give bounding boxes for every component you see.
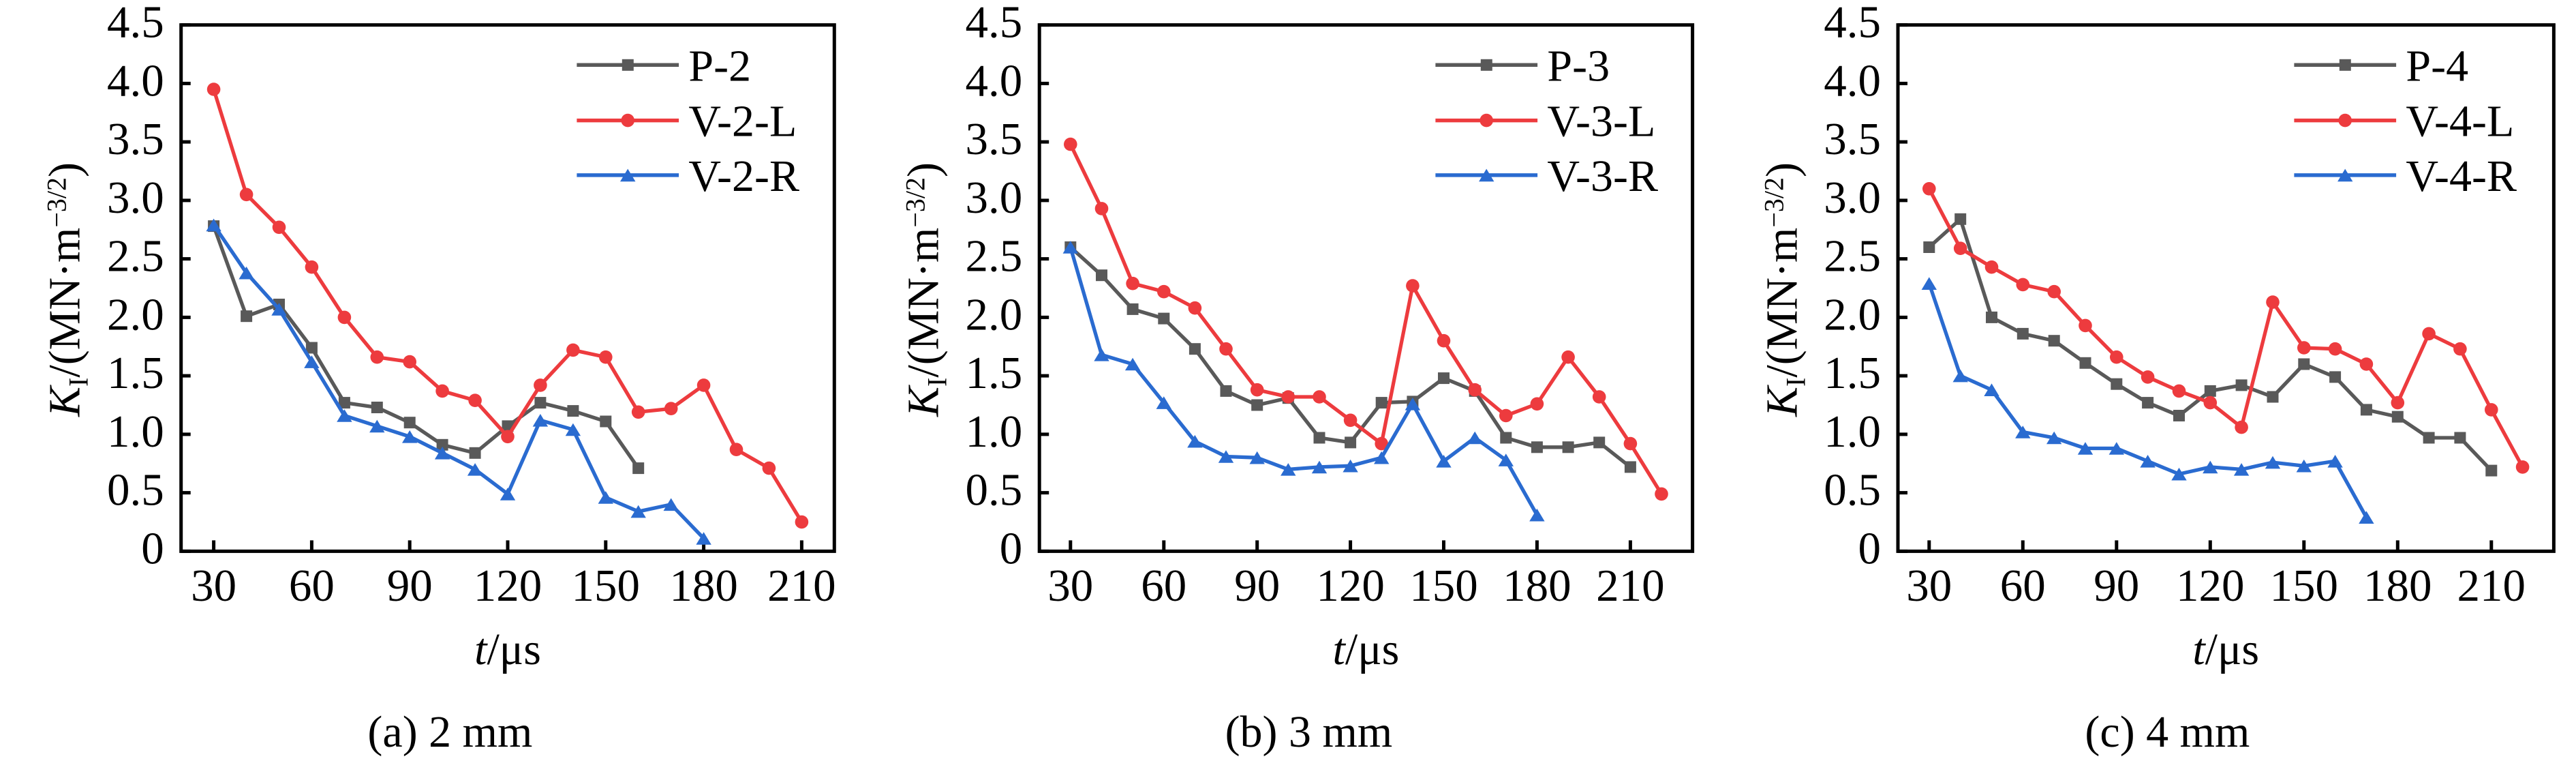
svg-text:0: 0 — [1000, 523, 1023, 573]
svg-text:180: 180 — [1503, 561, 1571, 611]
svg-text:4.0: 4.0 — [107, 55, 164, 106]
svg-text:150: 150 — [572, 561, 641, 611]
svg-text:0.5: 0.5 — [1824, 465, 1881, 516]
svg-text:2.5: 2.5 — [965, 231, 1022, 282]
svg-text:1.0: 1.0 — [965, 406, 1022, 457]
svg-text:120: 120 — [1316, 561, 1385, 611]
svg-text:4.5: 4.5 — [107, 0, 164, 48]
svg-text:0: 0 — [1858, 523, 1882, 573]
svg-text:P-4: P-4 — [2406, 41, 2468, 91]
svg-text:V-2-R: V-2-R — [688, 151, 799, 201]
svg-text:2.0: 2.0 — [965, 289, 1022, 340]
svg-text:(b) 3 mm: (b) 3 mm — [1225, 707, 1393, 757]
svg-text:90: 90 — [1234, 561, 1280, 611]
svg-text:t/μs: t/μs — [474, 625, 541, 674]
svg-text:V-4-L: V-4-L — [2406, 97, 2514, 147]
svg-text:3.5: 3.5 — [107, 114, 164, 164]
svg-text:0.5: 0.5 — [965, 465, 1022, 516]
svg-text:120: 120 — [2176, 561, 2245, 611]
svg-text:120: 120 — [474, 561, 542, 611]
svg-text:KI/(MN·m−3/2): KI/(MN·m−3/2) — [1758, 162, 1811, 417]
svg-text:V-4-R: V-4-R — [2406, 151, 2517, 201]
svg-text:P-2: P-2 — [688, 41, 751, 91]
svg-text:60: 60 — [289, 561, 335, 611]
svg-text:180: 180 — [2363, 561, 2432, 611]
svg-text:0: 0 — [141, 523, 164, 573]
svg-text:V-3-L: V-3-L — [1547, 97, 1655, 147]
svg-text:3.0: 3.0 — [1824, 173, 1881, 223]
svg-text:(a) 2 mm: (a) 2 mm — [367, 707, 532, 757]
svg-text:4.5: 4.5 — [965, 0, 1022, 48]
svg-text:150: 150 — [2270, 561, 2339, 611]
svg-text:90: 90 — [2094, 561, 2139, 611]
svg-text:90: 90 — [387, 561, 433, 611]
svg-text:4.0: 4.0 — [1824, 55, 1881, 106]
svg-text:1.5: 1.5 — [965, 348, 1022, 398]
svg-text:t/μs: t/μs — [2192, 625, 2259, 674]
svg-text:2.0: 2.0 — [107, 289, 164, 340]
svg-text:3.0: 3.0 — [107, 173, 164, 223]
svg-text:V-2-L: V-2-L — [688, 97, 797, 147]
svg-text:3.5: 3.5 — [1824, 114, 1881, 164]
svg-text:KI/(MN·m−3/2): KI/(MN·m−3/2) — [40, 162, 94, 417]
svg-text:30: 30 — [1047, 561, 1093, 611]
svg-text:60: 60 — [1141, 561, 1186, 611]
svg-text:V-3-R: V-3-R — [1547, 151, 1658, 201]
svg-text:2.5: 2.5 — [107, 231, 164, 282]
svg-text:1.0: 1.0 — [1824, 406, 1881, 457]
svg-text:KI/(MN·m−3/2): KI/(MN·m−3/2) — [899, 162, 953, 417]
svg-text:4.5: 4.5 — [1824, 0, 1881, 48]
svg-text:4.0: 4.0 — [965, 55, 1022, 106]
svg-text:180: 180 — [669, 561, 738, 611]
svg-text:60: 60 — [2000, 561, 2046, 611]
svg-text:30: 30 — [1906, 561, 1952, 611]
svg-text:(c) 4 mm: (c) 4 mm — [2085, 707, 2250, 757]
svg-text:210: 210 — [1596, 561, 1665, 611]
svg-text:1.5: 1.5 — [1824, 348, 1881, 398]
svg-text:0.5: 0.5 — [107, 465, 164, 516]
svg-text:2.5: 2.5 — [1824, 231, 1881, 282]
svg-text:30: 30 — [191, 561, 236, 611]
svg-text:2.0: 2.0 — [1824, 289, 1881, 340]
svg-text:150: 150 — [1409, 561, 1478, 611]
svg-text:P-3: P-3 — [1547, 41, 1610, 91]
svg-text:210: 210 — [2457, 561, 2526, 611]
svg-text:3.0: 3.0 — [965, 173, 1022, 223]
svg-text:210: 210 — [767, 561, 836, 611]
svg-text:3.5: 3.5 — [965, 114, 1022, 164]
svg-text:t/μs: t/μs — [1333, 625, 1400, 674]
svg-text:1.5: 1.5 — [107, 348, 164, 398]
svg-text:1.0: 1.0 — [107, 406, 164, 457]
